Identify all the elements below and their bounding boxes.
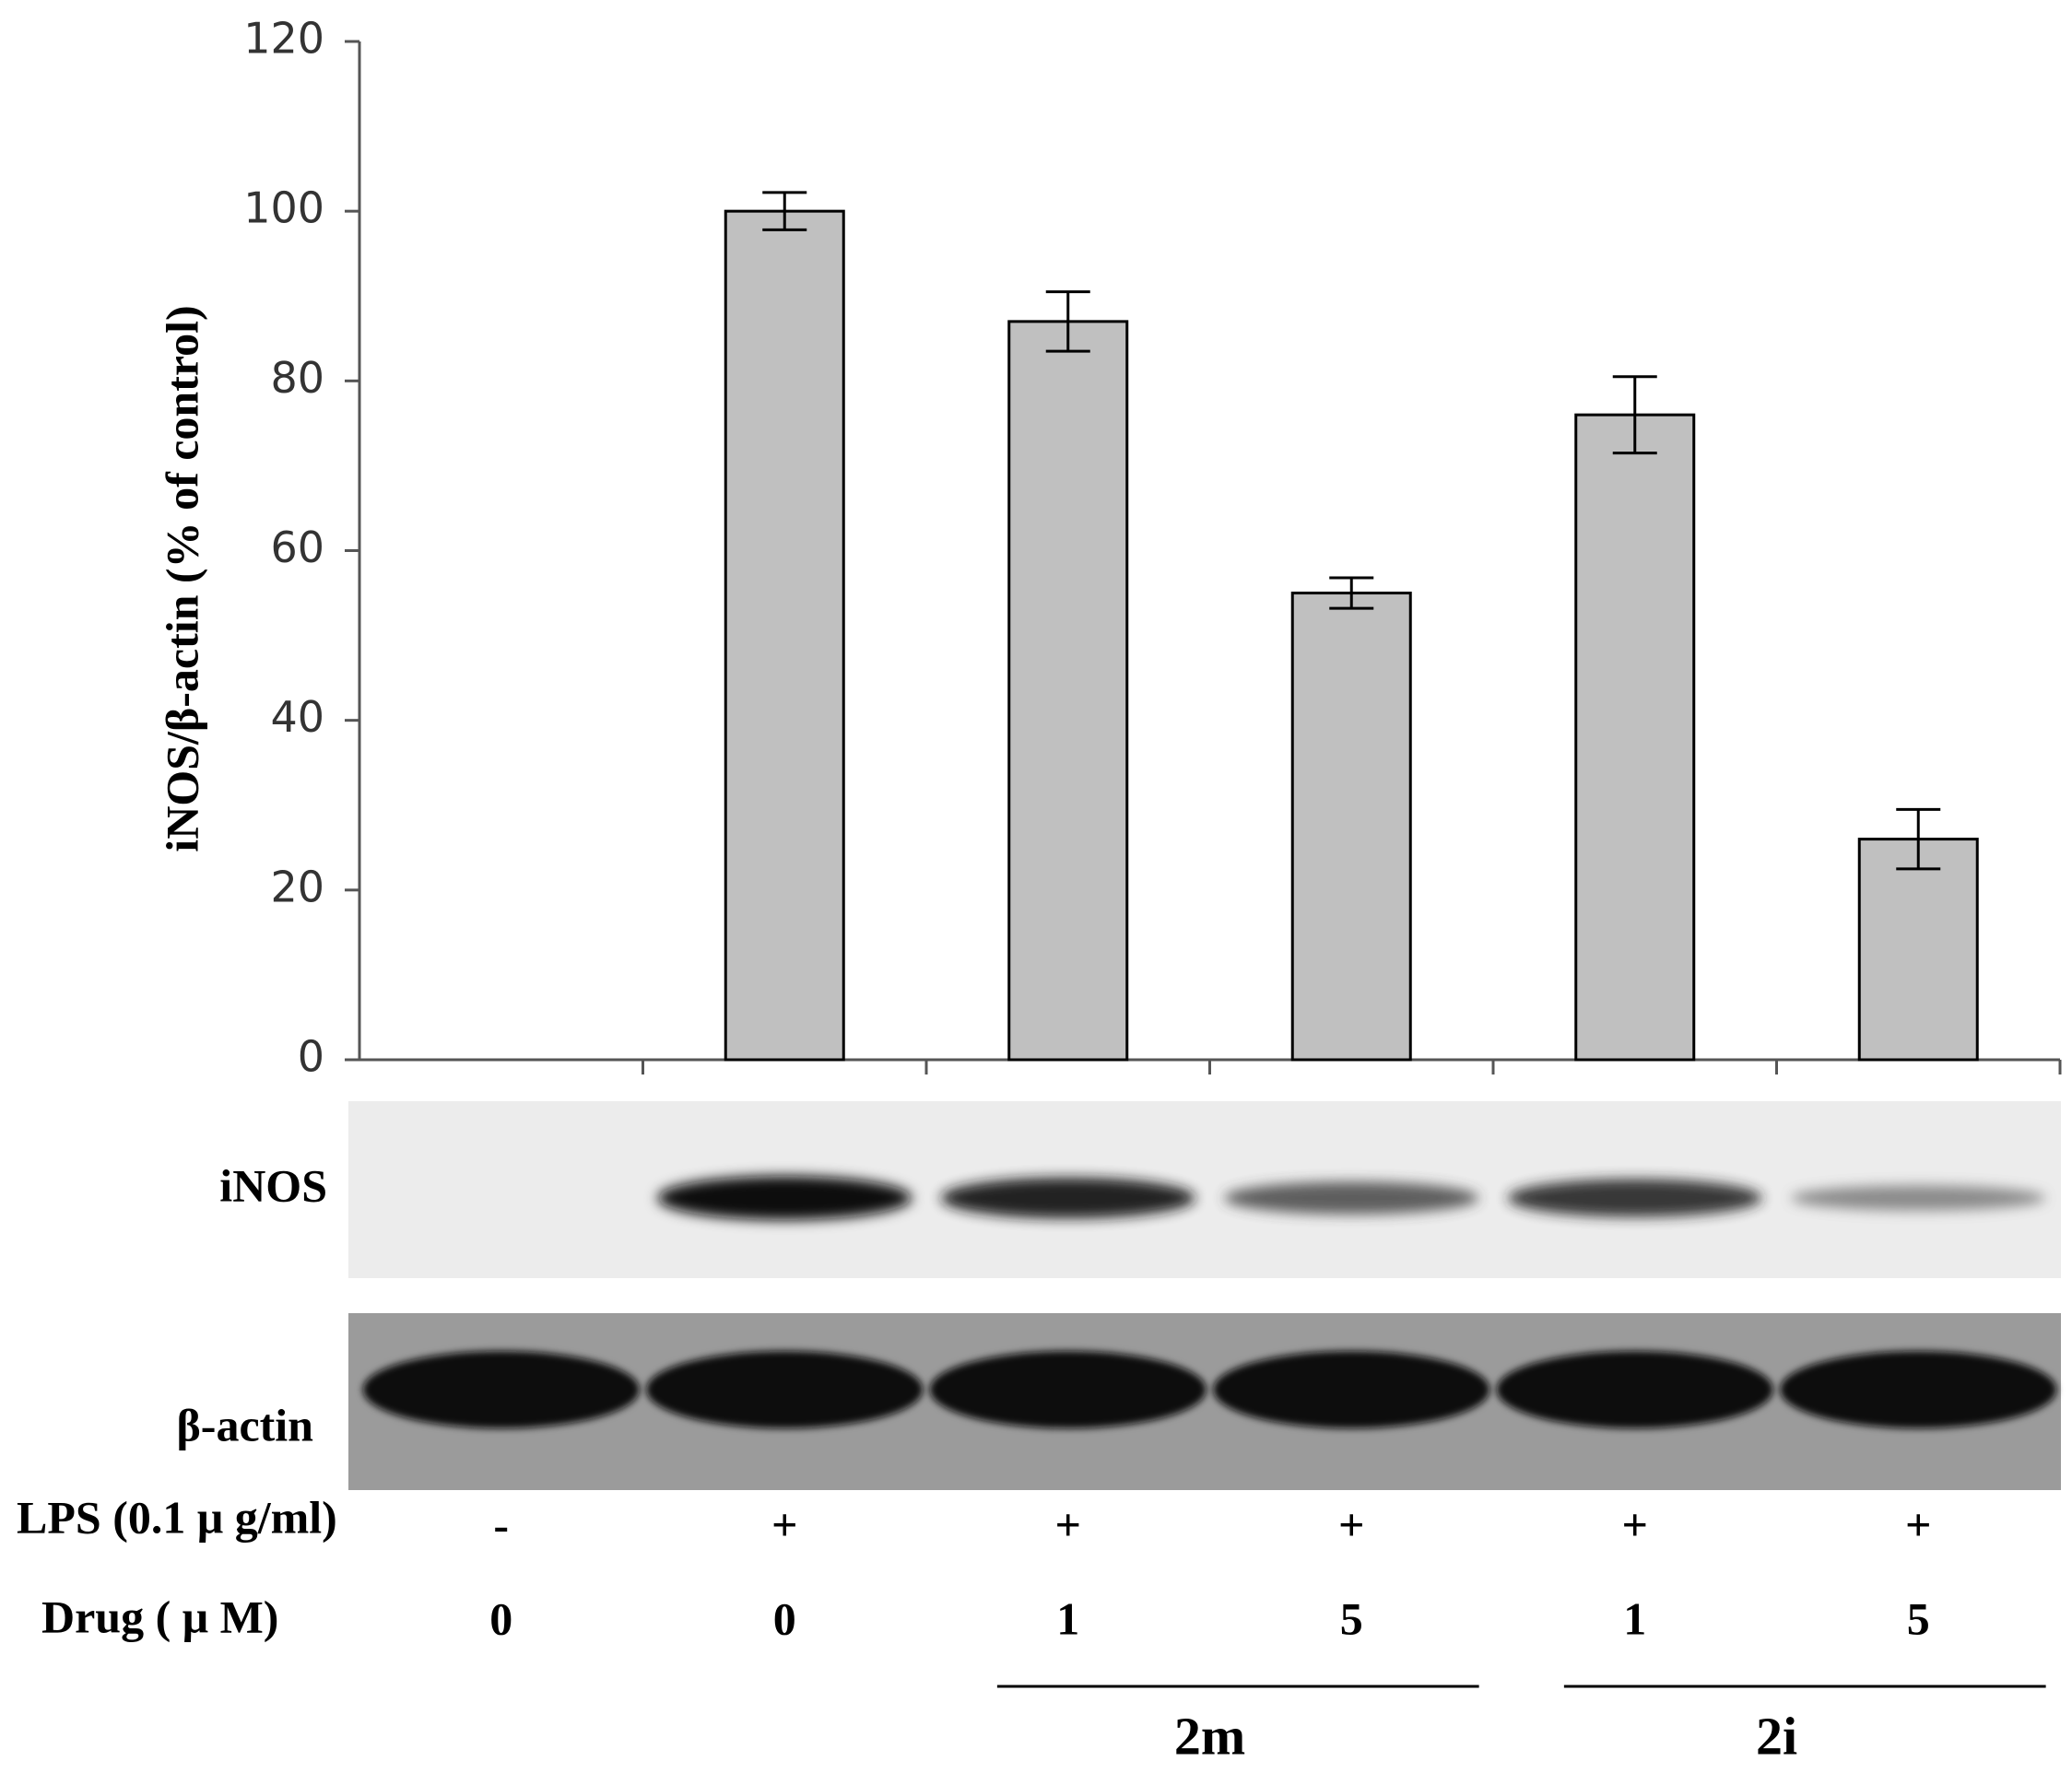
y-axis-label: iNOS/β-actin (% of control) [156,305,207,851]
lps-value: + [1905,1498,1932,1550]
actin-band [1213,1351,1490,1428]
y-tick-label: 80 [270,353,324,403]
drug-value: 0 [489,1592,512,1644]
inos-blot-membrane [348,1101,2061,1278]
actin-band [929,1351,1207,1428]
y-tick-label: 60 [270,523,324,572]
y-tick-label: 20 [270,862,324,911]
y-ticks: 0 20 40 60 80 100 120 [243,14,359,1082]
bar [1857,838,1979,1062]
y-tick-label: 100 [243,183,324,233]
drug-value: 0 [773,1592,796,1644]
inos-bands [657,1176,2046,1220]
lps-values: - + + + + + [493,1498,1931,1550]
x-ticks [642,1060,2062,1074]
actin-blot-membrane [348,1313,2061,1490]
actin-blot: β-actin [176,1313,2061,1490]
inos-band [1791,1185,2046,1211]
y-tick-label: 40 [270,692,324,742]
lps-value: + [1622,1498,1649,1550]
conditions-table: LPS (0.1 μ g/ml) Drug ( μ M) - + + + + + 0 0 1 5… [17,1491,2046,1766]
bar [1007,320,1129,1062]
y-tick-label: 0 [298,1032,324,1082]
y-tick-label: 120 [243,14,324,64]
lps-value: - [493,1498,509,1550]
inos-band [657,1176,912,1220]
drug-value: 1 [1623,1592,1646,1644]
lps-row-label: LPS (0.1 μ g/ml) [17,1491,337,1543]
actin-band [646,1351,924,1428]
group-label: 2m [1174,1706,1245,1766]
bar [1574,413,1696,1062]
group-label: 2i [1756,1706,1797,1766]
y-axis: 0 20 40 60 80 100 120 [243,14,361,1082]
bar [1290,592,1412,1062]
bars [724,209,1979,1062]
actin-band [1496,1351,1773,1428]
drug-row-label: Drug ( μ M) [41,1591,278,1642]
x-axis [359,1058,2062,1074]
error-bars [762,191,1941,871]
actin-label: β-actin [176,1399,313,1450]
drug-value: 5 [1907,1592,1930,1644]
lps-value: + [1055,1498,1082,1550]
bar-chart: 0 20 40 60 80 100 120 iNOS/β-actin (% of contr… [156,14,2062,1082]
actin-band [1780,1351,2057,1428]
inos-band [940,1177,1195,1219]
inos-band [1507,1179,1762,1217]
drug-values: 0 0 1 5 1 5 [489,1592,1930,1644]
lps-value: + [771,1498,798,1550]
actin-band [362,1351,640,1428]
inos-label: iNOS [219,1159,327,1211]
bar [724,209,845,1062]
actin-bands [362,1351,2057,1428]
inos-blot: iNOS [219,1101,2061,1278]
drug-value: 5 [1340,1592,1363,1644]
lps-value: + [1338,1498,1365,1550]
inos-band [1224,1181,1479,1215]
drug-value: 1 [1056,1592,1079,1644]
compound-groups: 2m 2i [996,1685,2046,1766]
